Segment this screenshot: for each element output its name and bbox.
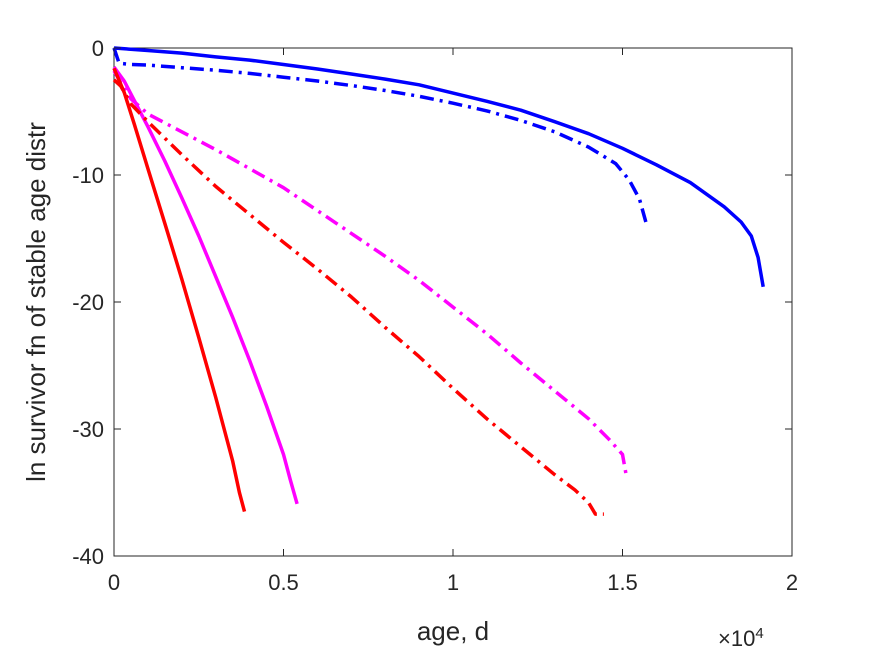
y-axis-label: ln survivor fn of stable age distr [21, 122, 51, 482]
series-line-3 [112, 65, 299, 505]
y-tick-label-5: 0 [92, 36, 104, 61]
y-tick-label-1: -40 [72, 544, 104, 569]
tick-layer: 0 0.5 1 1.5 2 -40 -30 -20 -10 0 [72, 36, 798, 595]
x-axis-exponent-power: 4 [755, 625, 763, 642]
x-axis-exponent: ×104 [718, 625, 764, 652]
x-tick-label-4: 1.5 [607, 570, 638, 595]
y-tick-label-4: -10 [72, 163, 104, 188]
series-line-4 [112, 70, 628, 474]
plot-area [113, 47, 793, 557]
series-line-2 [112, 47, 648, 224]
x-tick-label-2: 0.5 [268, 570, 299, 595]
x-tick-label-5: 2 [786, 570, 798, 595]
series-layer [112, 46, 765, 516]
series-line-6 [112, 78, 604, 516]
x-tick-label-3: 1 [447, 570, 459, 595]
axes-box [113, 47, 793, 557]
series-line-5 [112, 67, 247, 513]
x-tick-label-1: 0 [108, 570, 120, 595]
y-tick-label-2: -30 [72, 417, 104, 442]
x-axis-label: age, d [417, 616, 489, 646]
x-axis-multiplier: ×10 [718, 626, 755, 651]
series-line-1 [113, 46, 765, 288]
y-tick-label-3: -20 [72, 290, 104, 315]
